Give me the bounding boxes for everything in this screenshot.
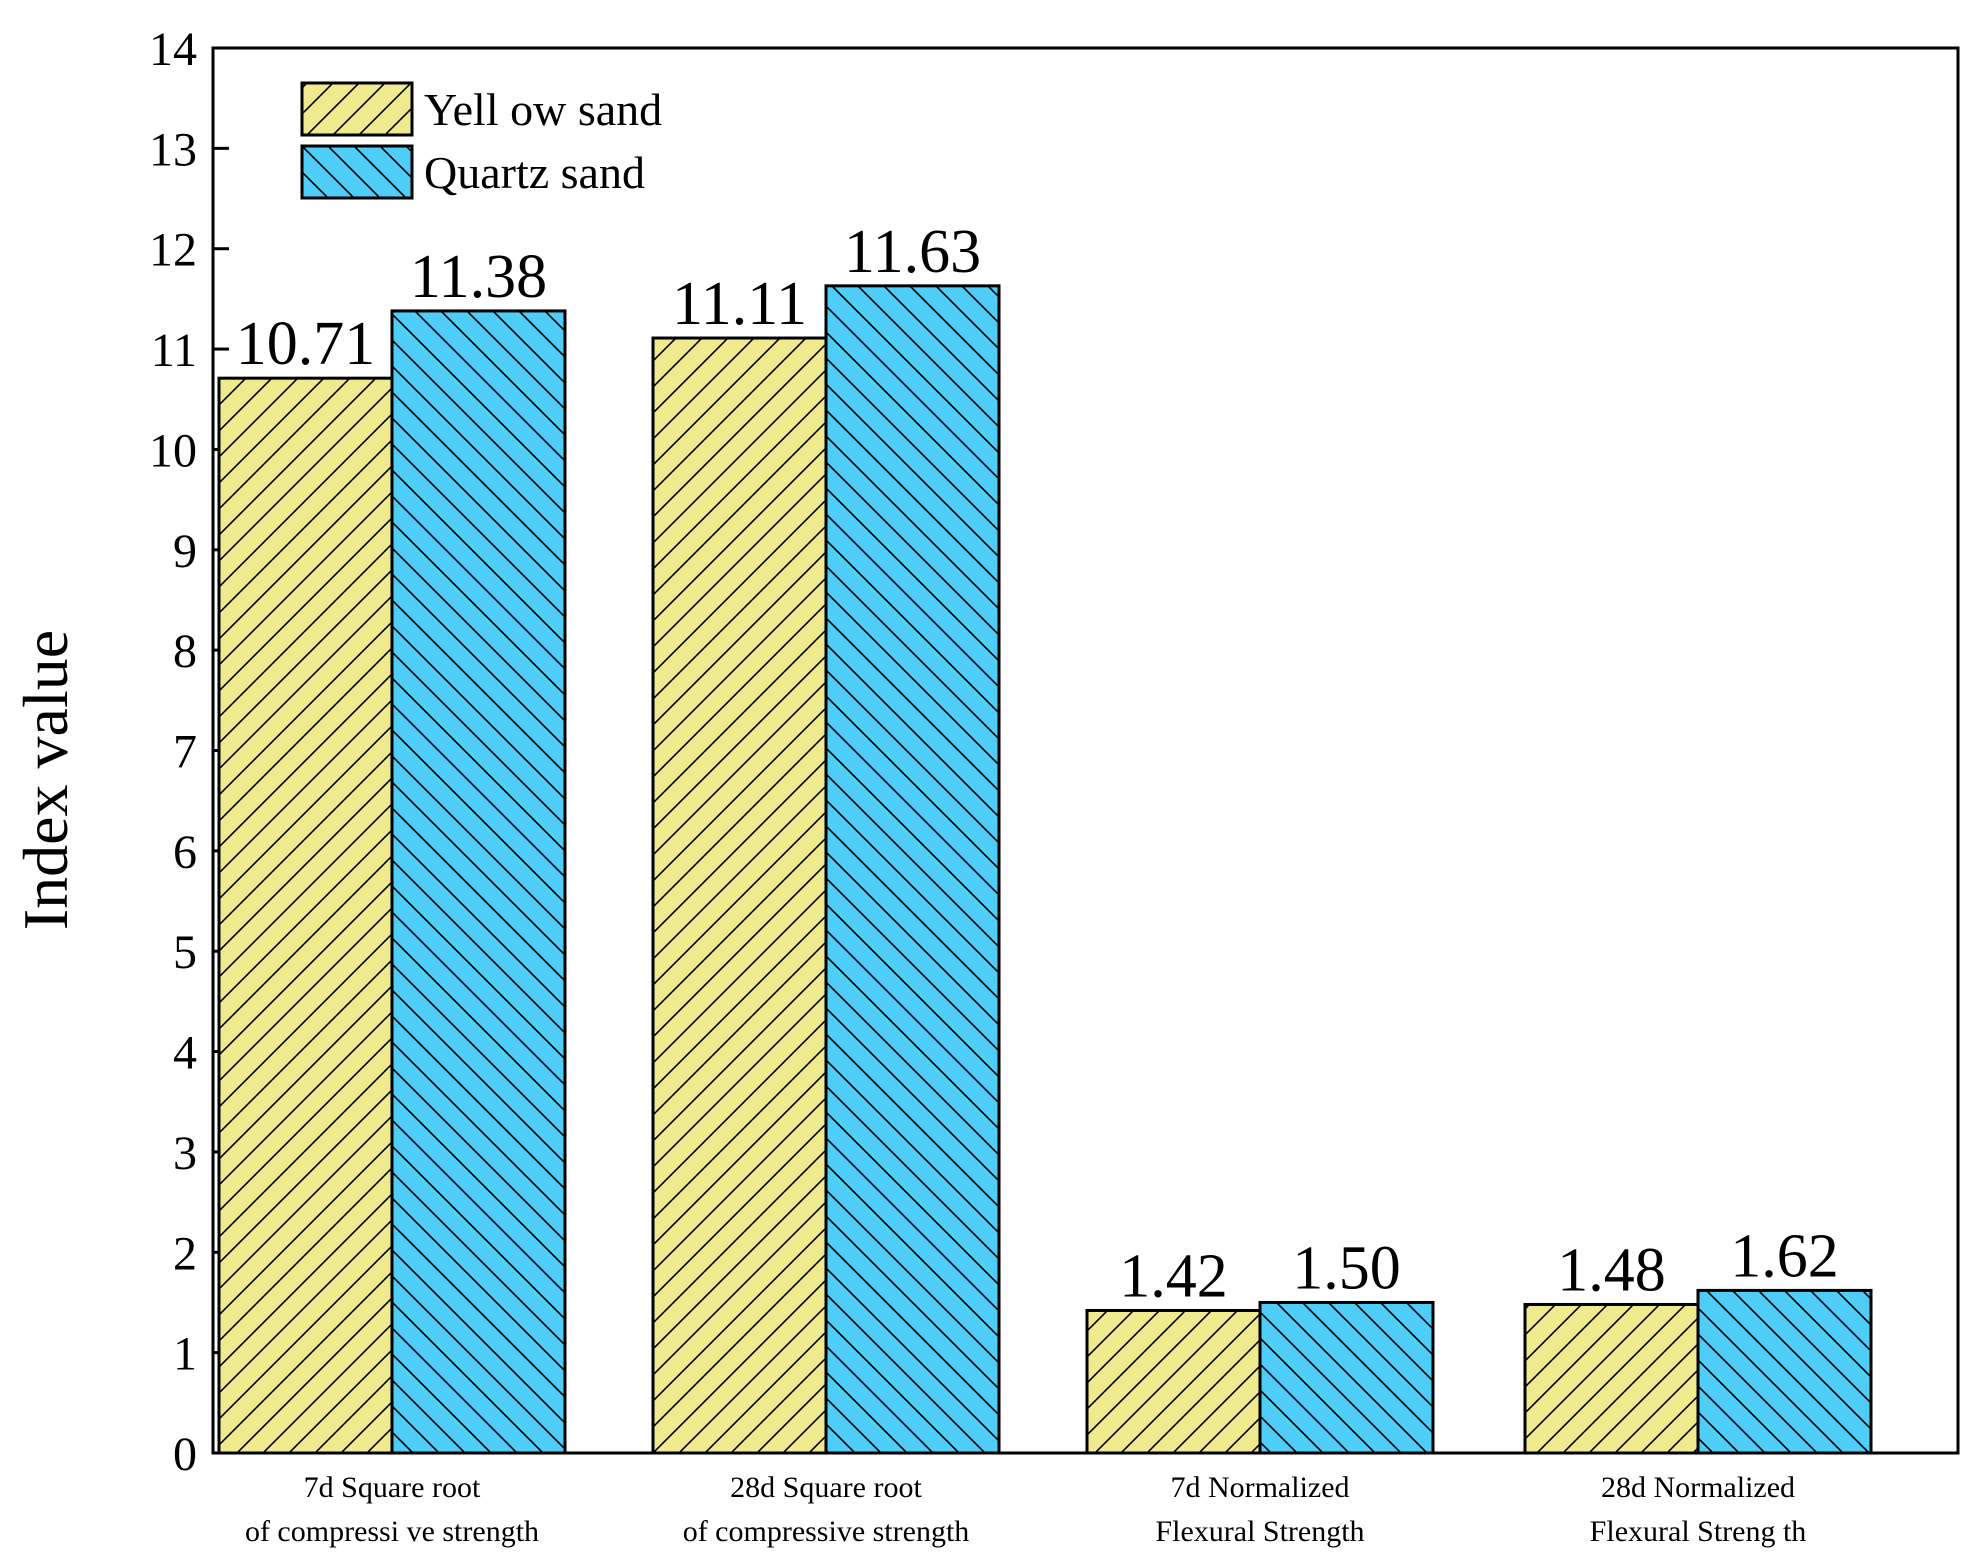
x-category-label-line: of compressive strength: [683, 1515, 970, 1548]
x-category-label-line: of compressi ve strength: [245, 1515, 539, 1548]
x-category-label: 7d Normalized Flexural Strength: [1155, 1471, 1364, 1548]
x-category-label: 28d Normalized Flexural Streng th: [1590, 1471, 1807, 1548]
y-tick-label: 10: [149, 424, 197, 477]
bar-quartz-sand: [824, 284, 1001, 1455]
x-category-label-line: Flexural Streng th: [1590, 1515, 1807, 1548]
bar-value-label: 1.62: [1730, 1222, 1839, 1290]
bar-value-label: 10.71: [236, 310, 376, 378]
bar-value-label: 1.48: [1557, 1236, 1666, 1304]
bar-value-label: 1.42: [1119, 1242, 1228, 1310]
x-category-label-line: 28d Square root: [730, 1471, 922, 1504]
y-axis-label: Index value: [10, 630, 81, 930]
bar-quartz-sand: [1258, 1300, 1435, 1455]
y-tick-label: 3: [173, 1127, 197, 1180]
legend: Yell ow sand Quartz sand: [300, 81, 662, 200]
bar-yellow-sand: [217, 376, 394, 1455]
x-category-label-line: 7d Normalized: [1170, 1471, 1349, 1504]
legend-label-yellow-sand: Yell ow sand: [424, 84, 662, 135]
y-tick-label: 6: [173, 826, 197, 879]
y-tick-label: 4: [173, 1027, 197, 1080]
bar-value-label: 1.50: [1292, 1234, 1401, 1302]
y-tick-label: 13: [149, 123, 197, 176]
y-tick-label: 1: [173, 1328, 197, 1381]
legend-swatch-yellow-sand: [300, 81, 414, 137]
bar-quartz-sand: [390, 309, 567, 1455]
y-tick-label: 5: [173, 926, 197, 979]
bar-value-label: 11.38: [410, 243, 547, 311]
bar-quartz-sand: [1696, 1288, 1873, 1455]
x-category-label-line: 7d Square root: [304, 1471, 481, 1504]
y-tick-label: 2: [173, 1227, 197, 1280]
bar-value-label: 11.11: [672, 270, 807, 338]
bar-yellow-sand: [651, 336, 828, 1455]
y-tick-label: 8: [173, 625, 197, 678]
bar-value-label: 11.63: [844, 218, 981, 286]
x-category-label-line: 28d Normalized: [1601, 1471, 1795, 1504]
x-category-label: 7d Square root of compressi ve strength: [245, 1471, 539, 1548]
y-tick-label: 7: [173, 726, 197, 779]
legend-swatch-quartz-sand: [300, 144, 414, 200]
bar-yellow-sand: [1085, 1308, 1262, 1455]
y-tick-label: 0: [173, 1428, 197, 1481]
legend-label-quartz-sand: Quartz sand: [424, 147, 645, 198]
bar-yellow-sand: [1523, 1302, 1700, 1455]
y-tick-label: 11: [151, 324, 197, 377]
y-tick-label: 14: [149, 23, 197, 76]
x-category-label: 28d Square root of compressive strength: [683, 1471, 970, 1548]
y-tick-label: 9: [173, 525, 197, 578]
y-tick-label: 12: [149, 224, 197, 277]
x-category-label-line: Flexural Strength: [1155, 1515, 1364, 1548]
